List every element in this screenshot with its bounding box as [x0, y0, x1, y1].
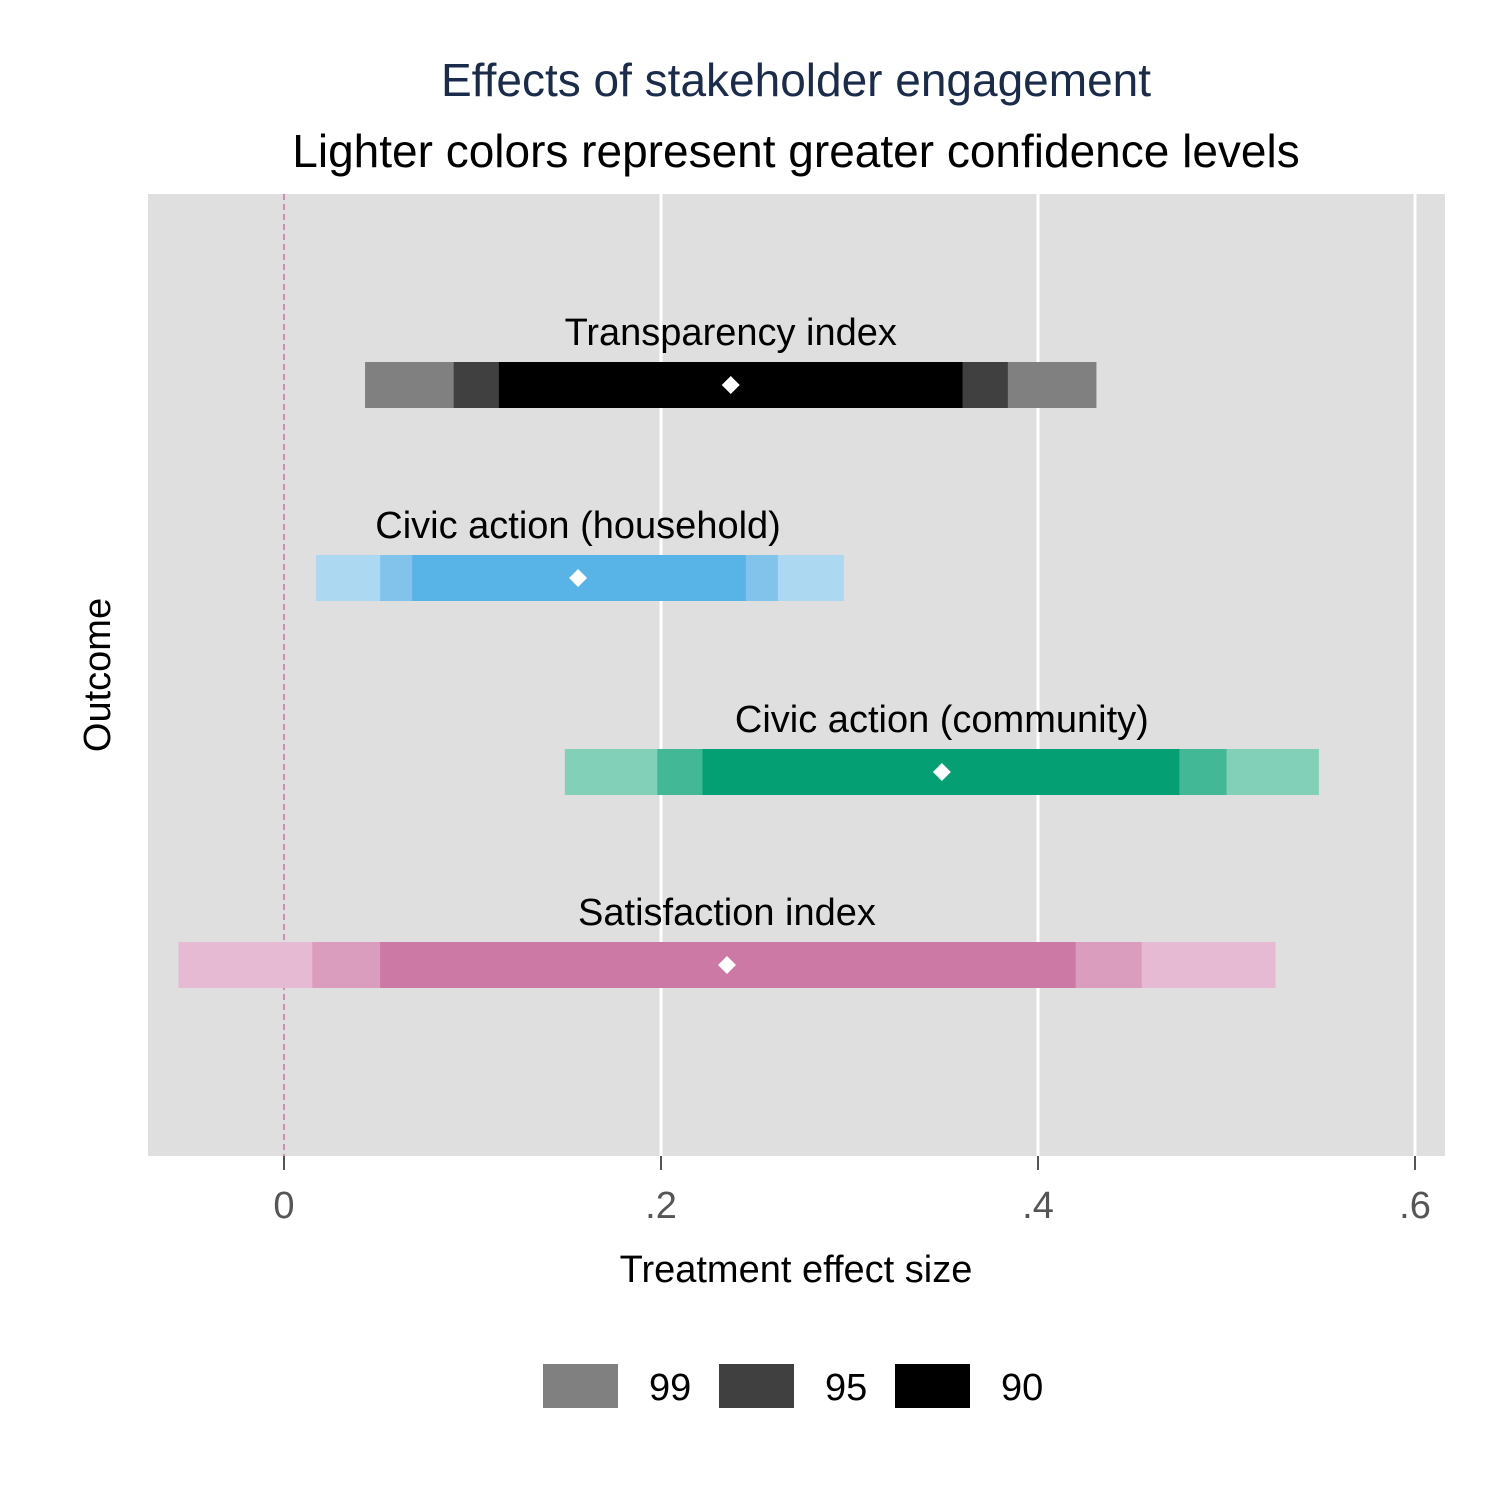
plot-area	[148, 194, 1445, 1156]
x-axis-label: Treatment effect size	[620, 1249, 973, 1291]
series-label: Civic action (household)	[375, 505, 781, 547]
bars: Transparency index Civic action (househol…	[178, 312, 1319, 988]
series-group: Civic action (household)	[316, 505, 844, 601]
gridlines	[659, 194, 1417, 1156]
estimate-marker	[721, 376, 740, 394]
x-tick-label: 0	[273, 1185, 294, 1227]
series-group: Civic action (community)	[564, 699, 1319, 795]
x-axis: 0 .2 .4 .6	[273, 1156, 1431, 1227]
x-tick-label: .2	[645, 1185, 677, 1227]
legend-label: 90	[1001, 1367, 1043, 1409]
series-label: Satisfaction index	[578, 892, 876, 934]
legend-swatch	[543, 1364, 618, 1408]
legend-swatch	[895, 1364, 970, 1408]
y-axis-label: Outcome	[77, 598, 119, 752]
series-label: Civic action (community)	[735, 699, 1149, 741]
series-group: Satisfaction index	[178, 892, 1276, 988]
estimate-marker	[717, 956, 736, 974]
chart-title: Effects of stakeholder engagement	[441, 54, 1151, 106]
series-label: Transparency index	[565, 312, 897, 354]
x-tick-label: .4	[1022, 1185, 1054, 1227]
x-tick-label: .6	[1399, 1185, 1431, 1227]
legend-swatch	[719, 1364, 794, 1408]
estimate-marker	[569, 569, 588, 587]
legend: 99 95 90	[543, 1364, 1043, 1409]
chart-subtitle: Lighter colors represent greater confide…	[292, 125, 1299, 177]
legend-label: 99	[649, 1367, 691, 1409]
legend-label: 95	[825, 1367, 867, 1409]
series-group: Transparency index	[365, 312, 1097, 408]
estimate-marker	[932, 763, 951, 781]
